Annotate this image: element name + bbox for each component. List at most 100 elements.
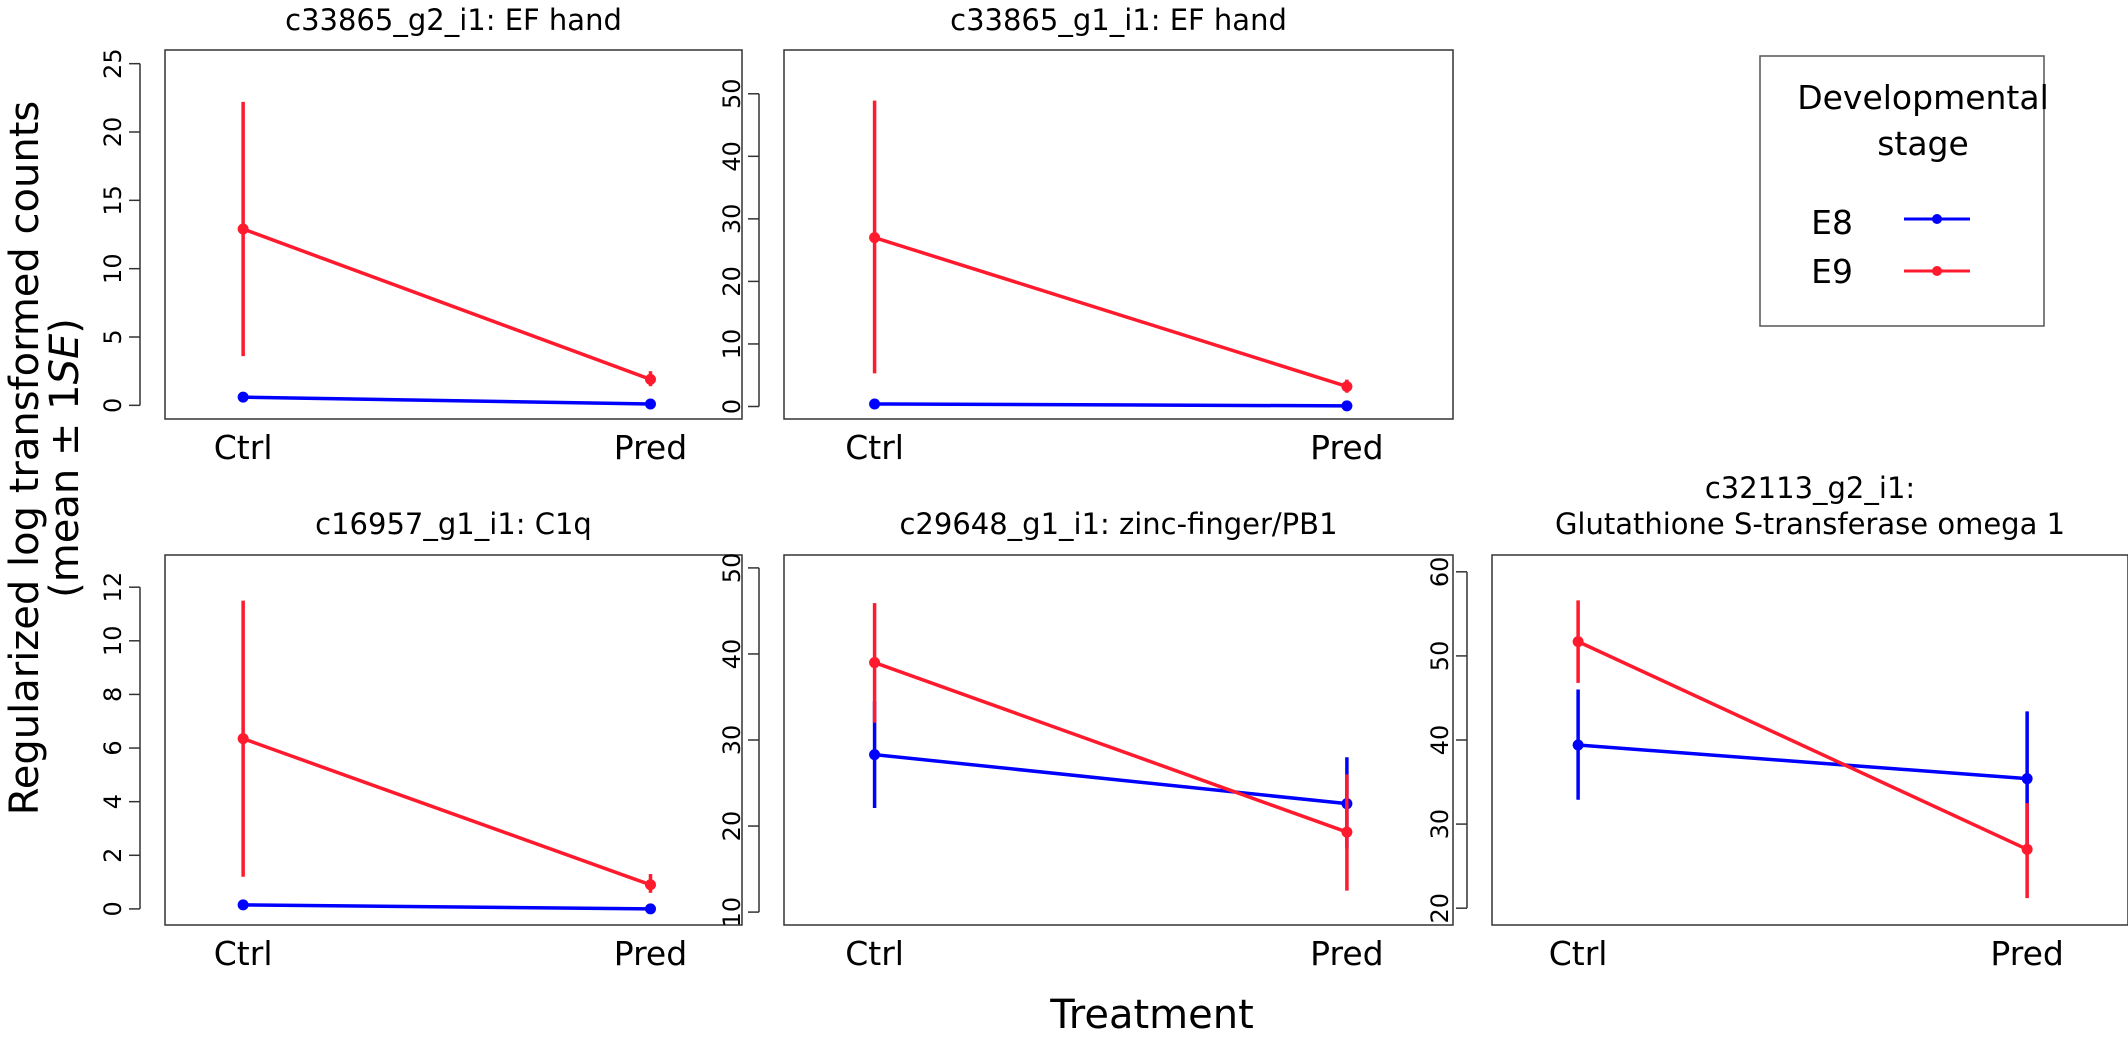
panel-title: c33865_g1_i1: EF hand [950, 3, 1287, 37]
y-tick-label: 40 [718, 141, 746, 172]
panel-title: c33865_g2_i1: EF hand [285, 3, 622, 37]
series-e9 [237, 101, 656, 387]
x-tick-label: Pred [614, 934, 687, 973]
data-point [869, 749, 881, 761]
series-line [243, 395, 651, 406]
chart-panel-4: c29648_g1_i1: zinc-finger/PB1 10 20 30 40 50 C… [718, 507, 1454, 973]
chart-panel-3: c16957_g1_i1: C1q 0 2 4 6 8 10 12 Ctrl Pred [99, 507, 743, 973]
y-tick-label: 40 [1426, 725, 1454, 756]
y-axis-title-line2: (mean ± 1SE) [42, 318, 88, 598]
series-line [1577, 640, 2028, 851]
chart-panel-1: c33865_g2_i1: EF hand 0 5 10 15 20 25 Ctrl Pred [99, 3, 743, 467]
series-e8 [237, 899, 656, 915]
data-point [237, 223, 249, 235]
x-tick-label: Ctrl [845, 934, 904, 973]
series-line [874, 235, 1348, 389]
y-axis-title: Regularized log transformed counts [2, 101, 48, 815]
data-point [644, 373, 656, 385]
panel-title: c32113_g2_i1: [1705, 471, 1915, 505]
series-line [874, 752, 1348, 806]
panel-title: c29648_g1_i1: zinc-finger/PB1 [899, 507, 1337, 541]
chart-panel-2: c33865_g1_i1: EF hand 0 10 20 30 40 50 Ctrl Pred [718, 3, 1454, 467]
y-tick-label: 60 [1426, 557, 1454, 588]
x-tick-label: Pred [1310, 934, 1383, 973]
series-e9 [237, 600, 656, 893]
legend-label-e9: E9 [1811, 252, 1853, 291]
x-tick-label: Ctrl [214, 934, 273, 973]
series-e9 [1572, 600, 2033, 899]
x-tick-label: Ctrl [214, 428, 273, 467]
series-line [873, 660, 1348, 834]
series-e8 [869, 398, 1353, 412]
x-tick-label: Ctrl [1549, 934, 1608, 973]
data-point [237, 899, 249, 911]
y-tick-label: 4 [99, 794, 127, 809]
data-point [2021, 843, 2033, 855]
series-e8 [237, 391, 656, 410]
data-point [869, 657, 881, 669]
series-line [242, 737, 652, 887]
plot-frame [783, 49, 1454, 420]
x-tick-label: Ctrl [845, 428, 904, 467]
x-tick-label: Pred [614, 428, 687, 467]
data-point [869, 398, 881, 410]
data-point [644, 398, 656, 410]
series-e8 [869, 701, 1353, 849]
y-tick-label: 30 [1426, 809, 1454, 840]
panel-title: Glutathione S-transferase omega 1 [1555, 507, 2065, 541]
plot-frame [1491, 554, 2128, 926]
legend-marker-e9 [1932, 266, 1942, 276]
data-point [869, 232, 881, 244]
series-line [1577, 743, 2028, 781]
data-point [644, 903, 656, 915]
y-axis-title-se: SE [42, 333, 88, 384]
legend-label-e8: E8 [1811, 203, 1853, 242]
y-tick-label: 12 [99, 572, 127, 603]
y-tick-label: 10 [718, 897, 746, 928]
data-point [237, 733, 249, 745]
y-tick-label: 20 [718, 266, 746, 297]
y-tick-label: 50 [718, 553, 746, 584]
y-tick-label: 20 [1426, 893, 1454, 924]
panel-title: c16957_g1_i1: C1q [315, 507, 592, 541]
series-e9 [869, 603, 1353, 891]
series-line [243, 903, 651, 911]
data-point [644, 879, 656, 891]
data-point [237, 391, 249, 403]
y-tick-label: 0 [99, 901, 127, 916]
y-tick-label: 30 [718, 725, 746, 756]
plot-frame [783, 554, 1454, 926]
y-tick-label: 30 [718, 204, 746, 235]
y-tick-label: 20 [99, 117, 127, 148]
y-tick-label: 8 [99, 687, 127, 702]
series-line [242, 227, 652, 382]
data-point [2021, 773, 2033, 785]
legend-marker-e8 [1932, 214, 1942, 224]
x-tick-label: Pred [1990, 934, 2063, 973]
series-line [874, 402, 1347, 408]
data-point [1341, 826, 1353, 838]
y-tick-label: 20 [718, 811, 746, 842]
x-axis-title: Treatment [1049, 992, 1254, 1037]
y-tick-label: 50 [718, 79, 746, 110]
legend-title-line1: Developmental [1797, 78, 2049, 117]
data-point [1341, 400, 1353, 412]
y-tick-label: 10 [718, 329, 746, 360]
y-tick-label: 2 [99, 848, 127, 863]
y-tick-label: 40 [718, 639, 746, 670]
y-tick-label: 0 [718, 399, 746, 414]
y-tick-label: 10 [99, 626, 127, 657]
y-tick-label: 0 [99, 398, 127, 413]
y-tick-label: 10 [99, 253, 127, 284]
series-e9 [869, 100, 1353, 393]
y-tick-label: 25 [99, 48, 127, 79]
legend-box [1759, 55, 2045, 327]
plot-frame [164, 49, 743, 420]
legend-title-line2: stage [1877, 124, 1969, 163]
data-point [1572, 739, 1584, 751]
y-tick-label: 15 [99, 185, 127, 216]
data-point [1572, 636, 1584, 648]
chart-panel-5: c32113_g2_i1:Glutathione S-transferase o… [1426, 471, 2128, 973]
